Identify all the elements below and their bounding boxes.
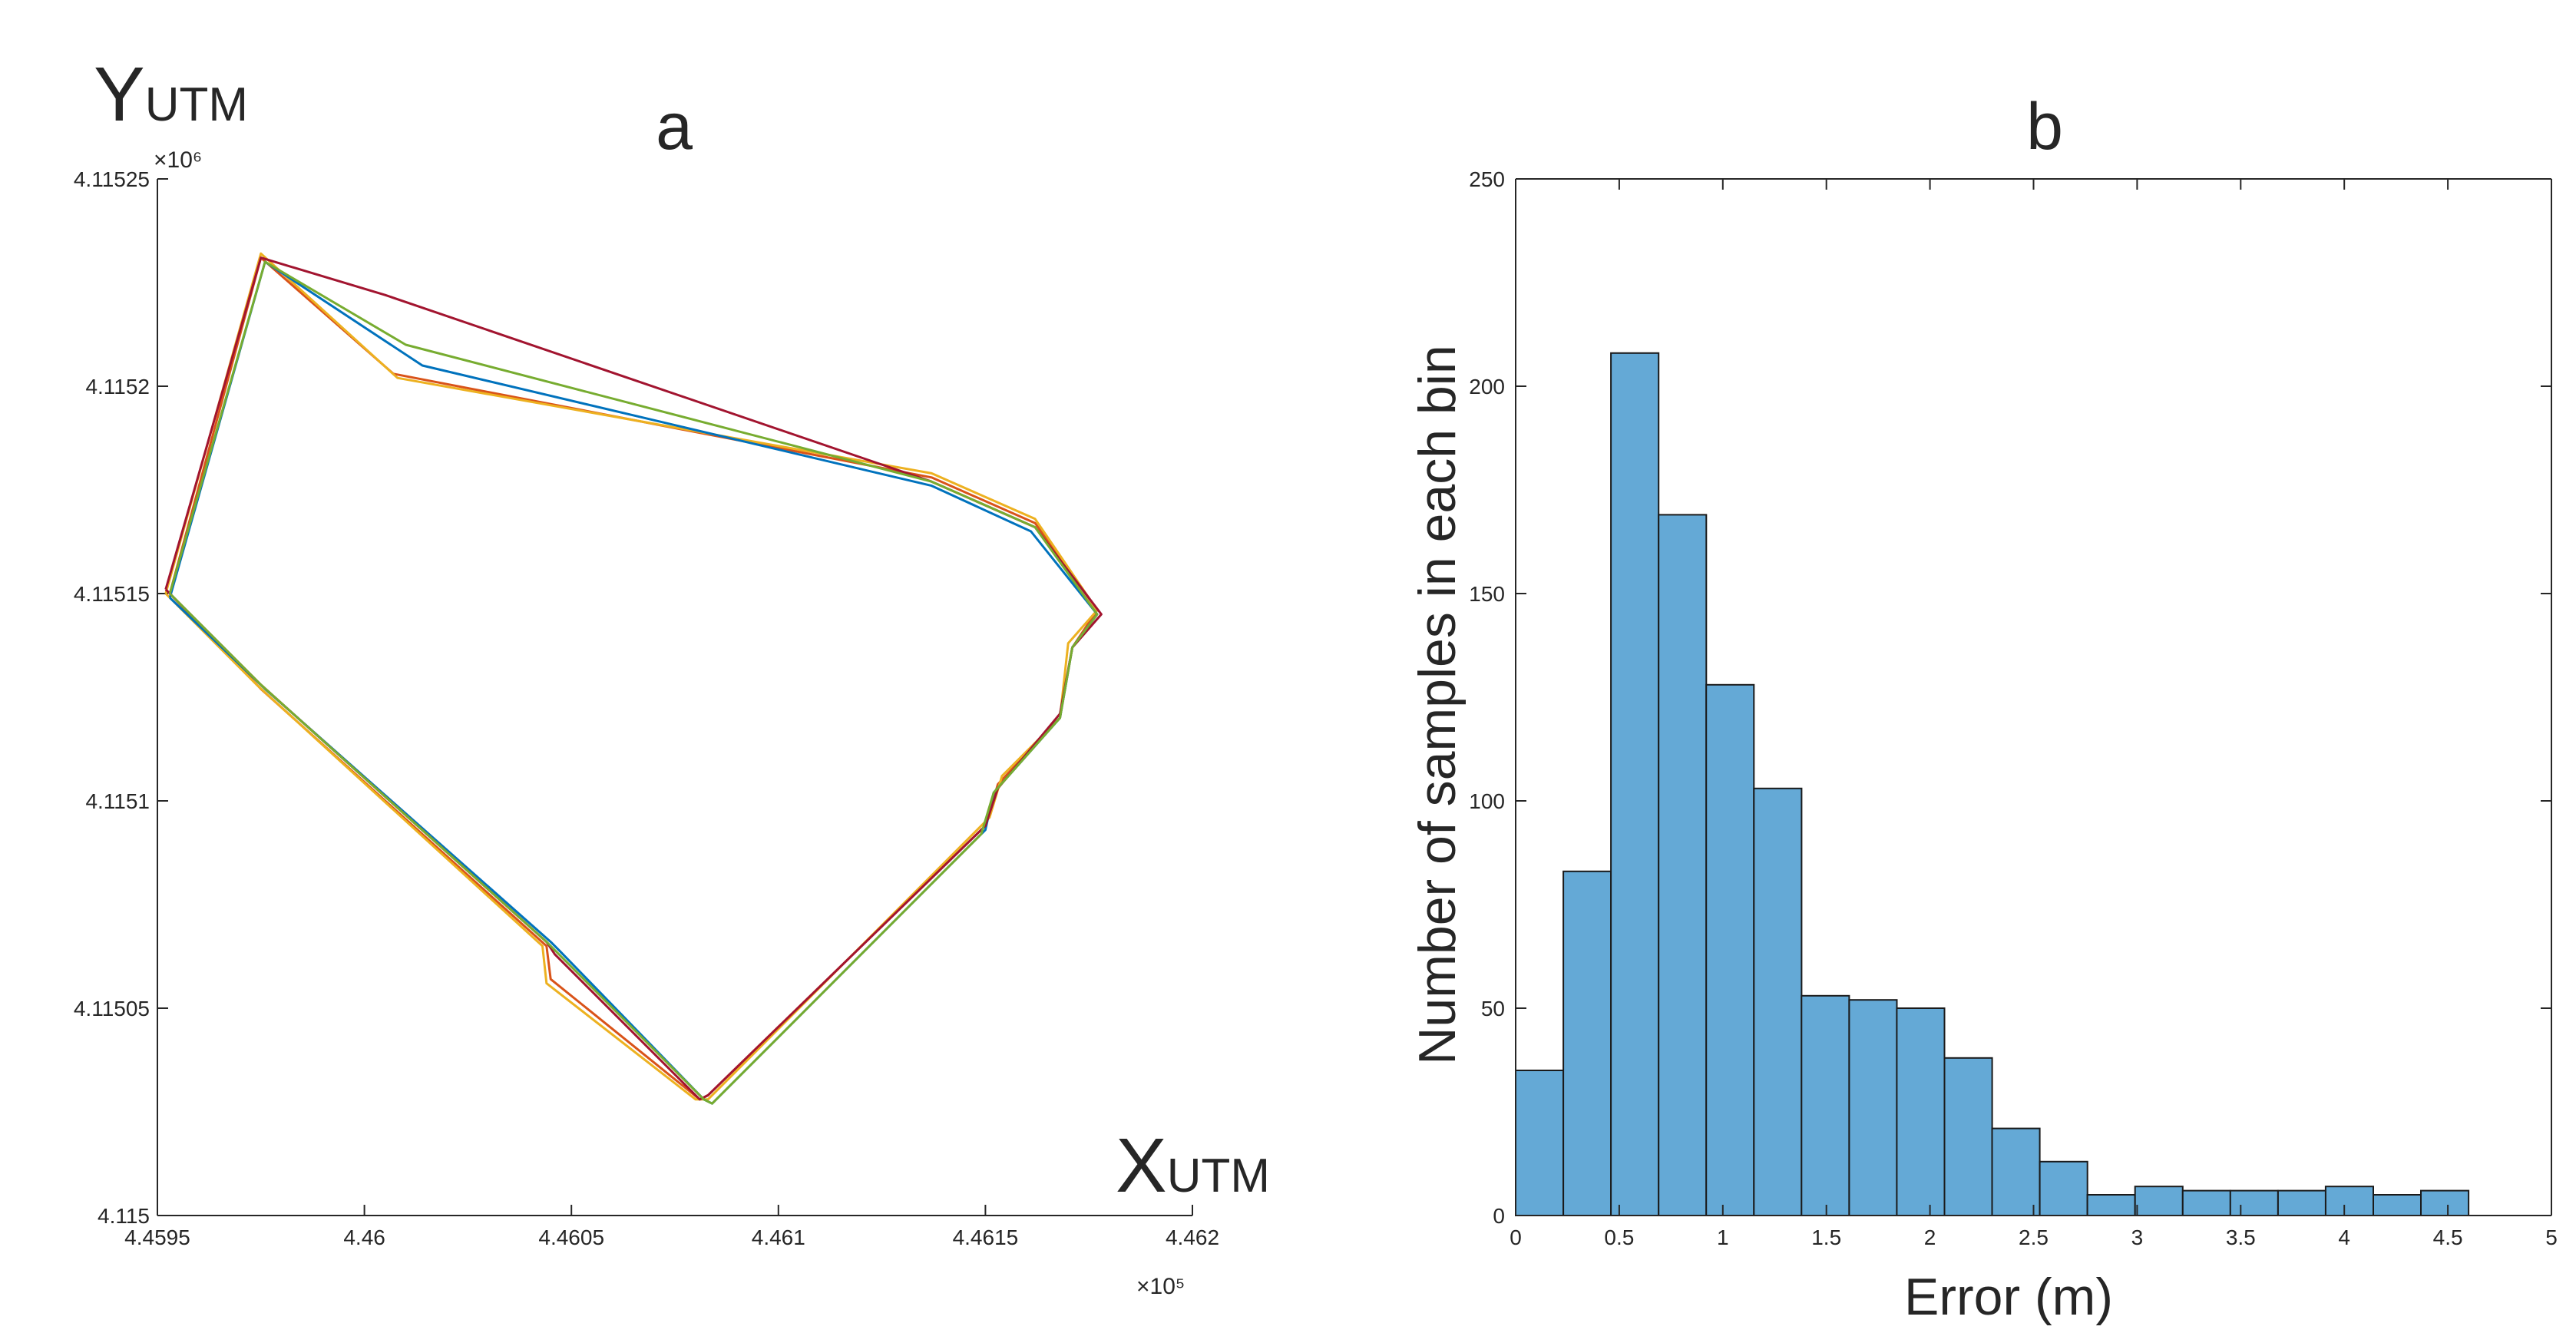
histogram-bar	[2181, 1189, 2231, 1216]
panel-a-x-exponent: ×10⁵	[1136, 1274, 1185, 1299]
panel-b-y-tick-label: 200	[1469, 375, 1505, 399]
panel-a-x-axis-label-subscript: UTM	[1167, 1149, 1270, 1202]
panel-b-x-tick-label: 1.5	[1811, 1226, 1841, 1249]
panel-b-y-tick-label: 50	[1481, 997, 1505, 1020]
histogram-bar	[2324, 1186, 2374, 1216]
panel-a-y-axis-label-main: Y	[94, 51, 145, 137]
panel-b-x-tick-label: 1	[1717, 1226, 1729, 1249]
histogram-bar	[1943, 1057, 1993, 1217]
panel-a-y-tick-label: 4.1152	[85, 375, 150, 399]
panel-a-x-tick-label: 4.4615	[953, 1226, 1019, 1249]
histogram-bar	[1610, 352, 1660, 1216]
panel-b-x-tick-label: 0	[1510, 1226, 1522, 1249]
panel-b-x-tick-label: 4.5	[2433, 1226, 2463, 1249]
panel-b-x-tick-label: 5	[2545, 1226, 2558, 1249]
panel-a-plot-lines	[164, 252, 1103, 1105]
panel-a-y-axis-label-subscript: UTM	[145, 78, 248, 131]
panel-a-boundary-line	[168, 260, 1099, 1105]
panel-a-y-tick-label: 4.115	[98, 1204, 150, 1228]
histogram-bar	[2039, 1160, 2088, 1217]
panel-a-x-axis-label: XUTM	[1116, 1123, 1270, 1209]
histogram-bar	[2229, 1189, 2279, 1216]
panel-b-y-tick-label: 250	[1469, 167, 1505, 191]
panel-b-y-tick-label: 100	[1469, 789, 1505, 813]
histogram-bar	[1896, 1007, 1946, 1216]
histogram-bar	[1991, 1127, 2041, 1216]
histogram-bar	[2086, 1194, 2136, 1216]
histogram-bar	[2420, 1189, 2470, 1216]
panel-a: a YUTM XUTM ×10⁶ ×10⁵ 4.4595 4.46 4.4605 4.…	[74, 51, 1270, 1299]
panel-b-y-tick-label: 150	[1469, 582, 1505, 606]
panel-b-y-tick-label: 0	[1493, 1204, 1505, 1228]
panel-a-boundary-line	[164, 252, 1099, 1101]
panel-a-axes	[157, 179, 1192, 1216]
panel-b-x-tick-label: 2.5	[2019, 1226, 2049, 1249]
panel-b-x-tick-label: 2	[1924, 1226, 1936, 1249]
panel-a-y-exponent: ×10⁶	[154, 147, 202, 173]
panel-a-y-tick-label: 4.11515	[74, 582, 150, 606]
panel-b-x-tick-label: 3	[2131, 1226, 2144, 1249]
histogram-bar	[2277, 1189, 2326, 1216]
panel-b-x-tick-label: 3.5	[2226, 1226, 2256, 1249]
histogram-bar	[1658, 514, 1708, 1216]
panel-a-x-tick-label: 4.462	[1166, 1226, 1219, 1249]
histogram-bar	[2373, 1194, 2422, 1216]
histogram-bar	[1753, 787, 1803, 1217]
histogram-bar	[1705, 683, 1755, 1216]
histogram-bar	[2134, 1186, 2184, 1216]
panel-a-y-axis-label: YUTM	[94, 51, 248, 137]
panel-a-ticks: 4.4595 4.46 4.4605 4.461 4.4615 4.462 4.115 4.1…	[74, 167, 1219, 1249]
histogram-bar	[1848, 999, 1898, 1216]
panel-a-x-axis-label-main: X	[1116, 1123, 1167, 1209]
panel-b-x-axis-label: Error (m)	[1904, 1268, 2113, 1326]
panel-a-y-tick-label: 4.11525	[74, 167, 150, 191]
panel-a-x-tick-label: 4.4595	[124, 1226, 190, 1249]
panel-b: b Error (m) Number of samples in each bi…	[1408, 90, 2558, 1326]
panel-a-y-tick-label: 4.11505	[74, 997, 150, 1020]
panel-a-boundary-line	[168, 260, 1099, 1105]
panel-b-y-axis-label: Number of samples in each bin	[1408, 345, 1467, 1064]
panel-a-x-tick-label: 4.46	[343, 1226, 385, 1249]
panel-a-boundary-line	[164, 256, 1103, 1101]
histogram-bar	[1562, 870, 1612, 1217]
histogram-bar	[1801, 994, 1850, 1217]
panel-b-x-tick-label: 0.5	[1604, 1226, 1634, 1249]
panel-a-y-tick-label: 4.1151	[85, 789, 150, 813]
panel-b-x-tick-label: 4	[2338, 1226, 2350, 1249]
panel-a-x-tick-label: 4.4605	[538, 1226, 604, 1249]
panel-a-boundary-line	[168, 256, 1099, 1101]
histogram-bar	[1515, 1070, 1565, 1216]
panel-a-x-tick-label: 4.461	[752, 1226, 805, 1249]
panel-b-title: b	[2026, 90, 2063, 164]
panel-b-bars	[1515, 352, 2470, 1217]
panel-a-title: a	[656, 90, 693, 164]
